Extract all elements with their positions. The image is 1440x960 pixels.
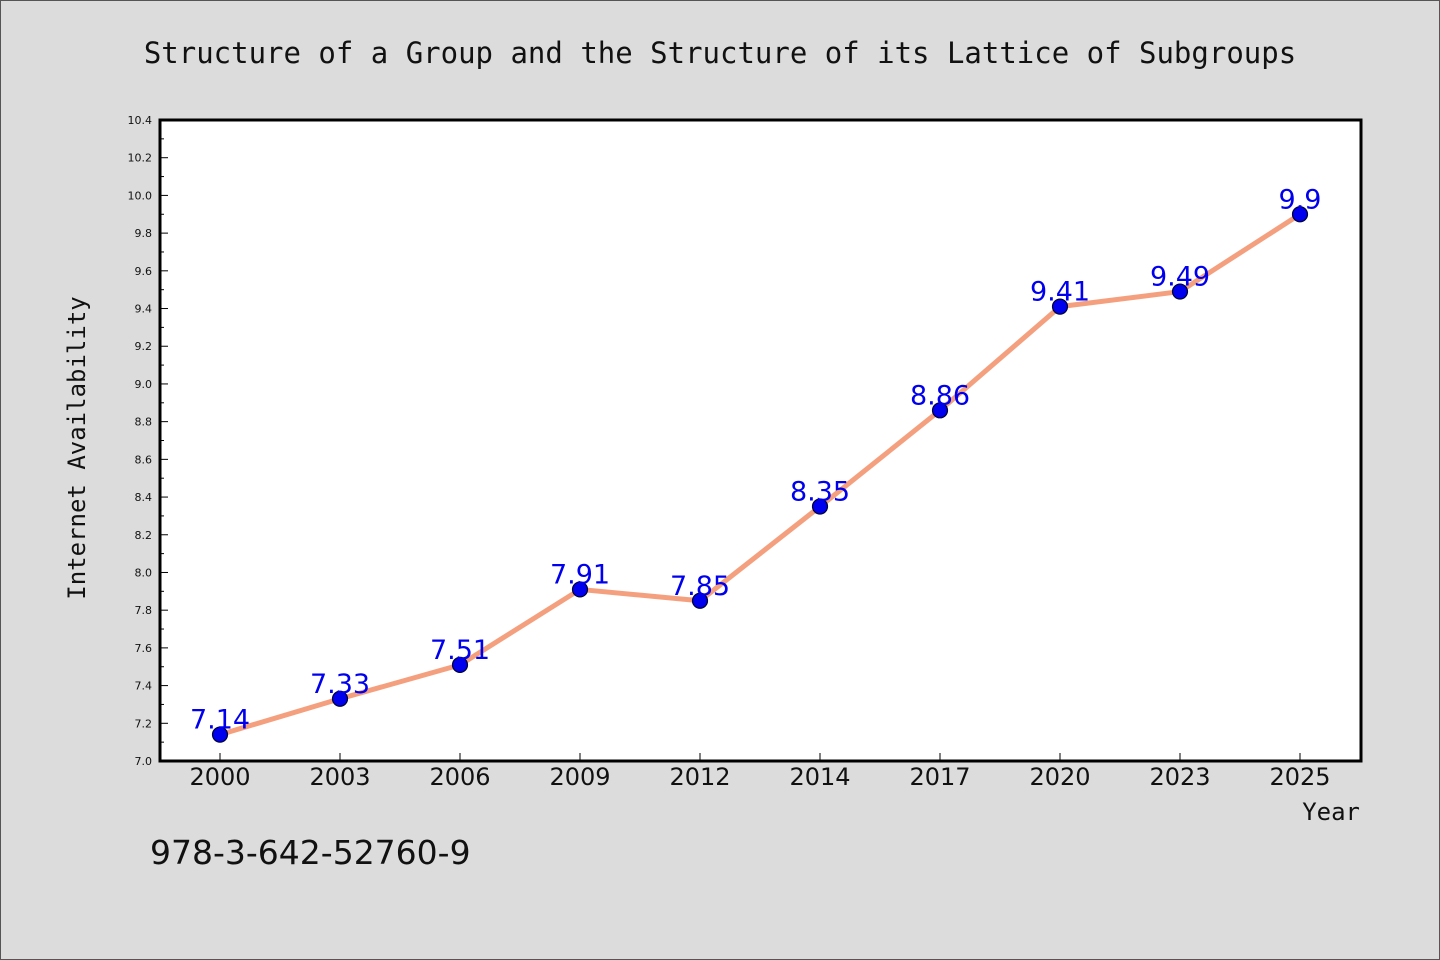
isbn-footer: 978-3-642-52760-9 [150,833,471,872]
x-tick-label: 2009 [549,763,610,791]
data-label: 9.41 [1030,277,1090,308]
series-line [217,211,1303,738]
data-label: 7.91 [550,559,610,590]
y-tick-label: 7.8 [135,604,153,617]
data-point-marker [691,592,709,609]
data-point-marker [1051,298,1069,315]
data-labels: 7.14 7.33 7.51 7.91 7.85 8.35 8.86 9.41 9.49 9.9 [190,184,1322,735]
data-point-marker [811,498,829,515]
data-label: 8.35 [790,476,850,507]
y-tick-label: 9.8 [135,227,153,240]
y-tick-label: 9.6 [135,265,153,278]
data-point-marker [451,656,469,673]
y-tick-label: 8.6 [135,453,153,466]
data-label: 9.49 [1150,262,1210,293]
x-tick-label: 2000 [189,763,250,791]
x-tick-label: 2025 [1269,763,1330,791]
data-label: 7.51 [430,635,490,666]
chart-title: Structure of a Group and the Structure o… [144,36,1296,70]
x-tick-label: 2003 [309,763,370,791]
x-axis: 2000 2003 2006 2009 2012 2014 2017 2020 2023 2025 [189,753,1331,791]
x-tick-label: 2023 [1149,763,1210,791]
x-tick-label: 2014 [789,763,850,791]
y-tick-label: 8.8 [135,416,153,429]
data-point-marker [571,581,589,598]
y-tick-label: 7.0 [135,755,153,768]
y-axis: 7.0 7.2 7.4 7.6 7.8 8.0 8.2 8.4 8.6 8.8 9.0 9.2 9.4 9… [128,114,168,768]
x-tick-label: 2012 [669,763,730,791]
x-tick-label: 2020 [1029,763,1090,791]
y-tick-label: 9.0 [135,378,153,391]
x-tick-label: 2006 [429,763,490,791]
x-tick-label: 2017 [909,763,970,791]
data-label: 7.33 [310,669,370,700]
y-tick-label: 7.6 [135,642,153,655]
data-label: 7.85 [670,571,730,602]
data-point-marker [211,726,229,743]
y-tick-label: 7.2 [135,717,153,730]
y-tick-label: 10.2 [128,152,153,165]
data-label: 7.14 [190,705,250,736]
data-point-marker [931,402,949,419]
y-tick-label: 9.2 [135,340,153,353]
x-axis-title: Year [1302,798,1360,826]
y-tick-label: 8.4 [135,491,153,504]
data-label: 9.9 [1279,184,1322,215]
y-tick-label: 10.0 [128,189,153,202]
y-axis-title: Internet Availability [63,296,91,599]
data-point-marker [1291,206,1309,223]
data-point-marker [1171,283,1189,300]
plot-area [158,118,1363,763]
y-tick-label: 7.4 [135,680,153,693]
y-tick-label: 8.2 [135,529,153,542]
data-point-marker [331,690,349,707]
data-label: 8.86 [910,380,970,411]
series-line-group [211,206,1309,743]
y-tick-label: 9.4 [135,303,153,316]
y-tick-label: 10.4 [128,114,153,127]
y-tick-label: 8.0 [135,566,153,579]
